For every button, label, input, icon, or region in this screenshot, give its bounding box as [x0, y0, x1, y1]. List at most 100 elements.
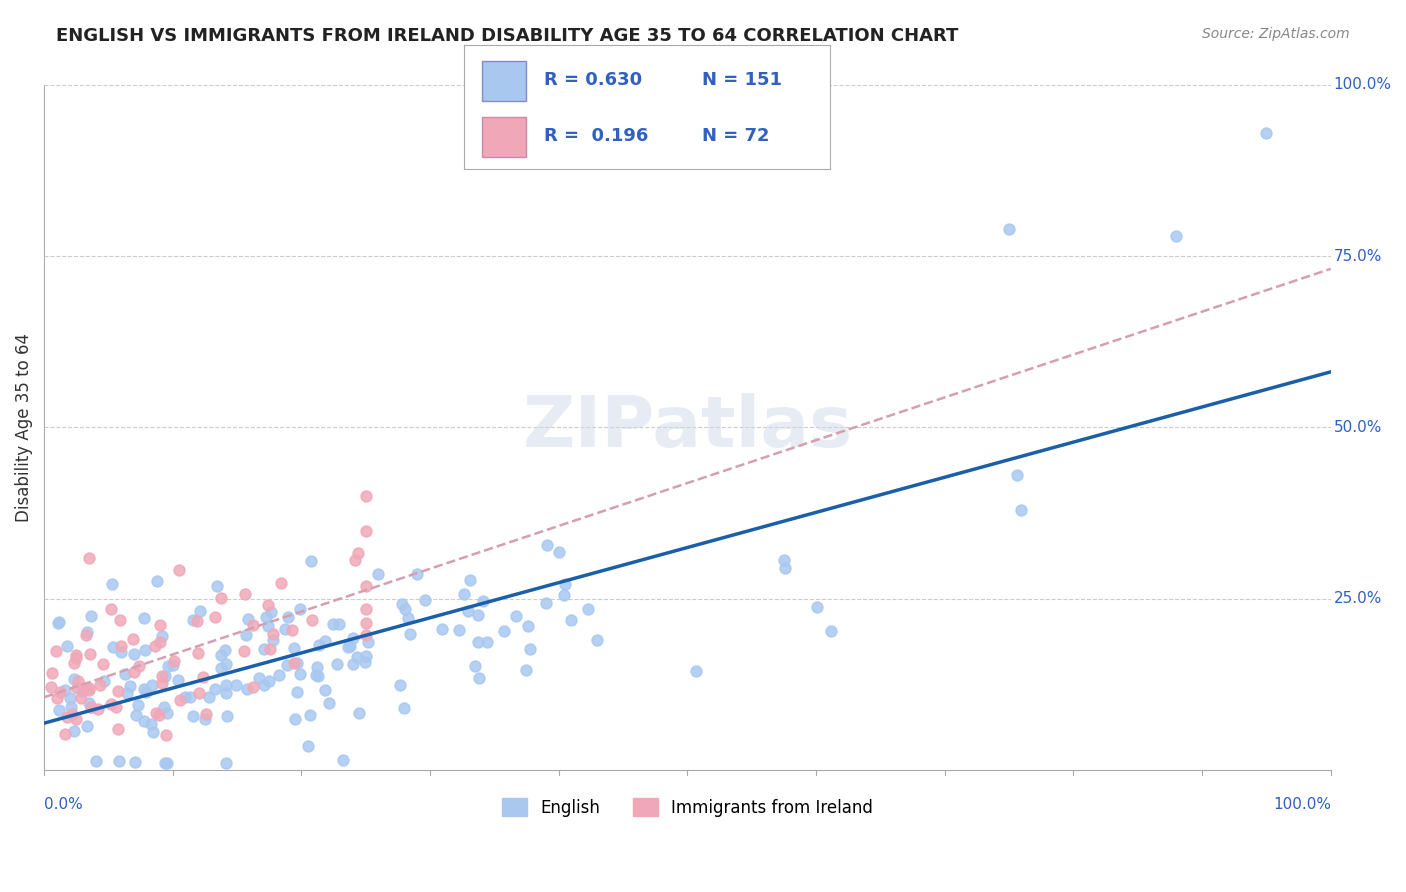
English: [457, 604, 479, 618]
English: [998, 222, 1021, 236]
English: [236, 682, 259, 697]
English: [204, 682, 226, 697]
Text: ENGLISH VS IMMIGRANTS FROM IRELAND DISABILITY AGE 35 TO 64 CORRELATION CHART: ENGLISH VS IMMIGRANTS FROM IRELAND DISAB…: [56, 27, 959, 45]
English: [285, 656, 308, 670]
Immigrants from Ireland: [87, 702, 110, 716]
English: [276, 658, 298, 673]
English: [467, 607, 489, 622]
English: [354, 655, 377, 669]
English: [56, 640, 79, 654]
English: [215, 708, 238, 723]
Text: 25.0%: 25.0%: [1333, 591, 1382, 607]
English: [336, 640, 359, 655]
English: [194, 712, 217, 726]
English: [267, 668, 290, 682]
Immigrants from Ireland: [100, 602, 122, 616]
English: [453, 586, 475, 600]
Immigrants from Ireland: [89, 678, 111, 692]
Immigrants from Ireland: [259, 642, 281, 657]
English: [314, 633, 336, 648]
English: [139, 717, 162, 731]
English: [120, 679, 142, 693]
English: [156, 756, 179, 771]
English: [188, 604, 211, 618]
Immigrants from Ireland: [167, 563, 190, 577]
Immigrants from Ireland: [354, 524, 377, 538]
Text: 0.0%: 0.0%: [44, 797, 83, 813]
Immigrants from Ireland: [354, 627, 377, 641]
Immigrants from Ireland: [281, 623, 304, 637]
English: [560, 613, 582, 627]
English: [399, 626, 422, 640]
English: [288, 601, 311, 615]
English: [260, 605, 283, 619]
English: [299, 554, 322, 568]
English: [101, 576, 124, 591]
English: [156, 706, 179, 720]
English: [318, 696, 340, 710]
English: [134, 611, 156, 625]
Bar: [482, 61, 526, 101]
Immigrants from Ireland: [62, 706, 84, 721]
English: [342, 631, 364, 645]
Text: 50.0%: 50.0%: [1333, 420, 1382, 435]
Immigrants from Ireland: [53, 727, 76, 741]
English: [77, 696, 100, 710]
Immigrants from Ireland: [67, 673, 90, 688]
Immigrants from Ireland: [346, 546, 368, 560]
Immigrants from Ireland: [191, 670, 214, 684]
English: [307, 668, 329, 682]
English: [259, 673, 281, 688]
English: [262, 632, 284, 647]
Text: N = 72: N = 72: [702, 127, 769, 145]
English: [236, 612, 259, 626]
English: [153, 669, 176, 683]
Immigrants from Ireland: [343, 552, 366, 566]
English: [135, 685, 157, 699]
English: [1166, 228, 1188, 243]
English: [536, 596, 558, 610]
Immigrants from Ireland: [150, 676, 173, 690]
English: [46, 616, 69, 631]
Immigrants from Ireland: [77, 682, 100, 697]
English: [277, 610, 299, 624]
English: [475, 635, 498, 649]
English: [115, 686, 138, 700]
English: [247, 671, 270, 685]
Immigrants from Ireland: [188, 685, 211, 699]
English: [156, 658, 179, 673]
English: [274, 622, 297, 636]
English: [209, 661, 232, 675]
Immigrants from Ireland: [65, 648, 87, 662]
Text: Source: ZipAtlas.com: Source: ZipAtlas.com: [1202, 27, 1350, 41]
Immigrants from Ireland: [49, 685, 72, 699]
English: [141, 678, 163, 692]
Immigrants from Ireland: [257, 598, 280, 612]
Immigrants from Ireland: [110, 639, 132, 653]
English: [76, 719, 98, 733]
Immigrants from Ireland: [62, 656, 84, 670]
English: [773, 552, 796, 566]
English: [505, 609, 527, 624]
English: [235, 628, 257, 642]
English: [322, 616, 344, 631]
Immigrants from Ireland: [169, 693, 191, 707]
Immigrants from Ireland: [150, 669, 173, 683]
English: [225, 678, 247, 692]
English: [110, 645, 132, 659]
English: [145, 574, 167, 589]
Immigrants from Ireland: [80, 700, 103, 714]
Immigrants from Ireland: [233, 587, 256, 601]
English: [215, 756, 238, 771]
English: [305, 667, 328, 681]
English: [215, 678, 238, 692]
English: [299, 708, 322, 723]
Text: 75.0%: 75.0%: [1333, 249, 1382, 264]
English: [132, 682, 155, 697]
English: [468, 671, 491, 685]
Immigrants from Ireland: [45, 644, 67, 658]
English: [254, 610, 277, 624]
Immigrants from Ireland: [143, 639, 166, 653]
English: [357, 634, 380, 648]
Immigrants from Ireland: [209, 591, 232, 605]
